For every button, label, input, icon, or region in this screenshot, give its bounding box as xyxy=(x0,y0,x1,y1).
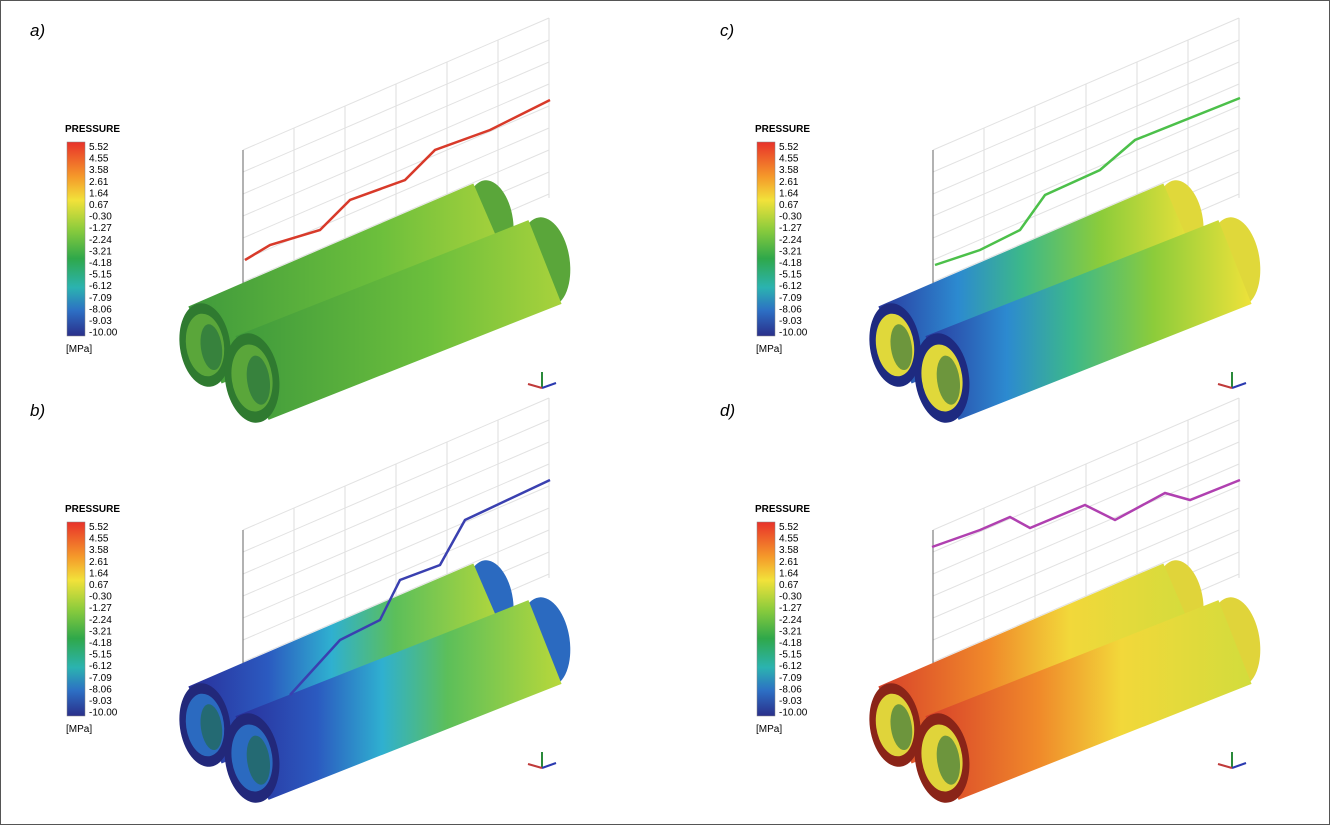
legend-tick: 3.58 xyxy=(779,545,799,556)
triad xyxy=(1232,383,1246,388)
legend-tick: -8.06 xyxy=(779,304,802,315)
legend-tick: -6.12 xyxy=(779,281,802,292)
legend-tick: 4.55 xyxy=(89,154,109,165)
triad xyxy=(542,383,556,388)
legend-tick: -10.00 xyxy=(89,328,118,339)
legend-tick: 5.52 xyxy=(89,142,109,153)
legend-tick: -8.06 xyxy=(779,684,802,695)
legend-tick: 2.61 xyxy=(89,557,109,568)
panel: b)PRESSURE5.524.553.582.611.640.67-0.30-… xyxy=(30,398,576,806)
legend-tick: -5.15 xyxy=(89,650,112,661)
legend-tick: -4.18 xyxy=(89,258,112,269)
legend-title: PRESSURE xyxy=(65,124,120,135)
triad xyxy=(528,764,542,768)
panel-label: b) xyxy=(30,401,45,420)
legend-unit: [MPa] xyxy=(756,344,782,355)
legend-tick: -6.12 xyxy=(89,661,112,672)
panel: a)PRESSURE5.524.553.582.611.640.67-0.30-… xyxy=(30,18,576,426)
legend-tick: -0.30 xyxy=(89,592,112,603)
legend-tick: 1.64 xyxy=(779,568,799,579)
legend-tick: -5.15 xyxy=(779,650,802,661)
legend-tick: -8.06 xyxy=(89,304,112,315)
legend-unit: [MPa] xyxy=(756,724,782,735)
color-bar xyxy=(757,142,775,336)
legend-tick: -9.03 xyxy=(779,316,802,327)
legend-tick: 4.55 xyxy=(779,154,799,165)
color-bar xyxy=(757,522,775,716)
legend-tick: -0.30 xyxy=(89,212,112,223)
legend-tick: -7.09 xyxy=(779,293,802,304)
legend-tick: -0.30 xyxy=(779,592,802,603)
figure: a)PRESSURE5.524.553.582.611.640.67-0.30-… xyxy=(0,0,1330,825)
legend-tick: -6.12 xyxy=(779,661,802,672)
legend-tick: -2.24 xyxy=(779,235,802,246)
legend-unit: [MPa] xyxy=(66,344,92,355)
legend-tick: 1.64 xyxy=(779,188,799,199)
page: {"panels": [ {"label": "a)"}, {"label": … xyxy=(0,0,1330,825)
legend-tick: -10.00 xyxy=(779,708,808,719)
legend-tick: 3.58 xyxy=(89,545,109,556)
triad xyxy=(1232,763,1246,768)
legend-tick: -10.00 xyxy=(89,708,118,719)
legend-tick: -4.18 xyxy=(89,638,112,649)
legend-tick: -1.27 xyxy=(779,603,802,614)
panel-label: a) xyxy=(30,21,45,40)
legend-tick: -0.30 xyxy=(779,212,802,223)
legend-title: PRESSURE xyxy=(755,504,810,515)
legend-tick: -7.09 xyxy=(779,673,802,684)
legend-tick: -10.00 xyxy=(779,328,808,339)
legend-tick: -1.27 xyxy=(779,223,802,234)
legend-tick: 5.52 xyxy=(779,522,799,533)
triad xyxy=(542,763,556,768)
legend-tick: -1.27 xyxy=(89,223,112,234)
legend-tick: -3.21 xyxy=(89,246,112,257)
legend-tick: -5.15 xyxy=(779,270,802,281)
legend-tick: -9.03 xyxy=(779,696,802,707)
legend-tick: -1.27 xyxy=(89,603,112,614)
panel-label: c) xyxy=(720,21,734,40)
legend-tick: 1.64 xyxy=(89,568,109,579)
legend-tick: -6.12 xyxy=(89,281,112,292)
legend-tick: 5.52 xyxy=(779,142,799,153)
legend-tick: -3.21 xyxy=(89,626,112,637)
legend-tick: 0.67 xyxy=(779,580,799,591)
legend-tick: -9.03 xyxy=(89,696,112,707)
triad xyxy=(1218,384,1232,388)
legend-tick: 2.61 xyxy=(89,177,109,188)
legend-tick: 3.58 xyxy=(779,165,799,176)
legend-tick: -9.03 xyxy=(89,316,112,327)
panel: c)PRESSURE5.524.553.582.611.640.67-0.30-… xyxy=(720,18,1266,426)
legend-tick: 1.64 xyxy=(89,188,109,199)
legend-tick: -4.18 xyxy=(779,638,802,649)
legend-tick: 3.58 xyxy=(89,165,109,176)
legend-tick: 2.61 xyxy=(779,557,799,568)
legend-title: PRESSURE xyxy=(755,124,810,135)
legend-tick: 5.52 xyxy=(89,522,109,533)
triad xyxy=(1218,764,1232,768)
legend-tick: 2.61 xyxy=(779,177,799,188)
color-bar xyxy=(67,142,85,336)
legend-title: PRESSURE xyxy=(65,504,120,515)
legend-tick: -2.24 xyxy=(89,615,112,626)
legend-tick: -2.24 xyxy=(89,235,112,246)
legend-tick: -7.09 xyxy=(89,673,112,684)
legend-tick: -7.09 xyxy=(89,293,112,304)
legend-tick: -3.21 xyxy=(779,626,802,637)
legend-tick: 4.55 xyxy=(779,534,799,545)
triad xyxy=(528,384,542,388)
legend-tick: 0.67 xyxy=(89,580,109,591)
legend-tick: -8.06 xyxy=(89,684,112,695)
legend-tick: -4.18 xyxy=(779,258,802,269)
legend-tick: -2.24 xyxy=(779,615,802,626)
legend-unit: [MPa] xyxy=(66,724,92,735)
legend-tick: 0.67 xyxy=(89,200,109,211)
panel-label: d) xyxy=(720,401,735,420)
legend-tick: -5.15 xyxy=(89,270,112,281)
legend-tick: 0.67 xyxy=(779,200,799,211)
color-bar xyxy=(67,522,85,716)
legend-tick: -3.21 xyxy=(779,246,802,257)
panel: d)PRESSURE5.524.553.582.611.640.67-0.30-… xyxy=(720,398,1266,806)
legend-tick: 4.55 xyxy=(89,534,109,545)
